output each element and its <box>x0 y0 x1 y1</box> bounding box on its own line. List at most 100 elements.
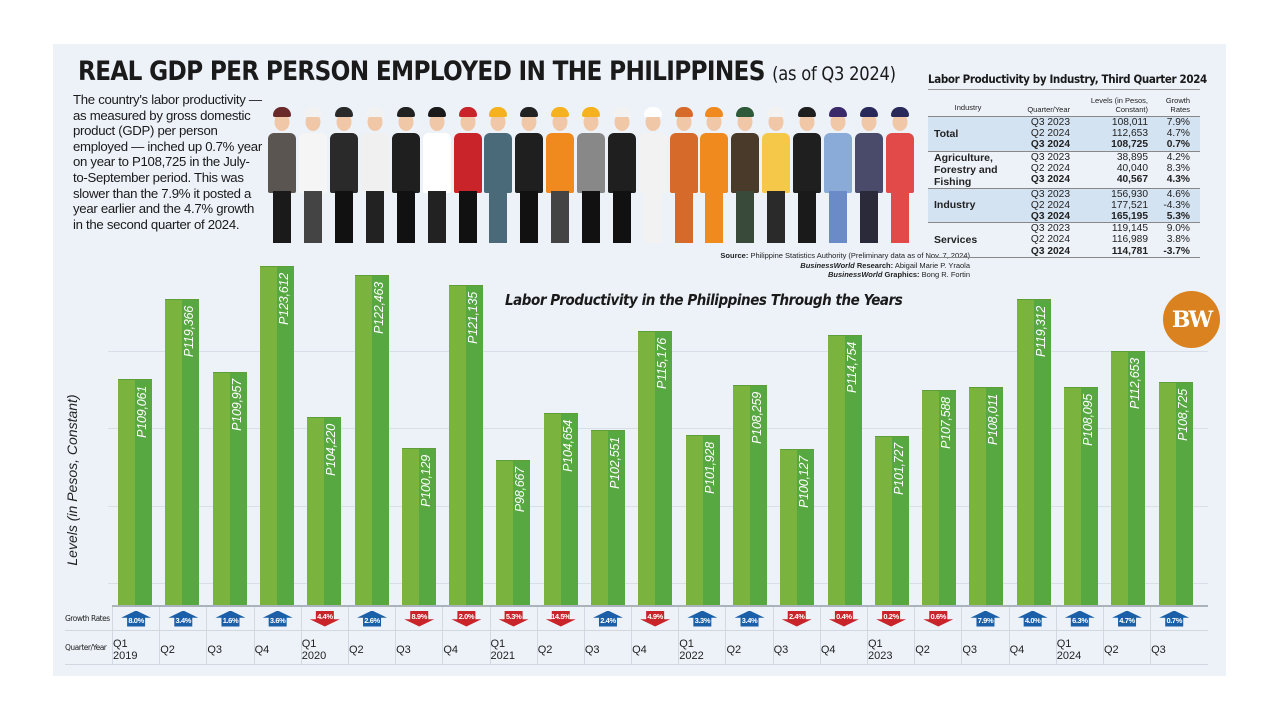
growth-rate-value: 4.4% <box>317 611 333 621</box>
table-cell-growth: 3.8% <box>1166 234 1190 246</box>
bar-value-label: P107,588 <box>939 397 954 450</box>
table-cell-growth: 0.7% <box>1166 139 1190 151</box>
arrow-up-icon: 6.3% <box>1064 610 1095 627</box>
bar-value-label: P122,463 <box>371 281 386 334</box>
industry-group: Agriculture, Forestry and Fishing Q3 2023… <box>928 150 1200 188</box>
table-row: Q3 2023 156,930 4.6% <box>1008 189 1192 200</box>
growth-rate-cell: 0.6% <box>914 607 961 630</box>
bar-value-label: P102,551 <box>608 436 622 489</box>
worker-figure-icon <box>484 103 513 248</box>
growth-rate-value: 4.9% <box>647 611 663 621</box>
quarter-cell: Q1 2022 <box>678 631 725 664</box>
table-row: Q3 2024 165,195 5.3% <box>1008 211 1192 222</box>
bar: P119,312 <box>1016 299 1051 605</box>
table-row: Q3 2023 108,011 7.9% <box>1008 117 1192 128</box>
growth-rate-value: 0.7% <box>1166 615 1182 625</box>
quarter-cell: Q3 <box>961 631 1008 664</box>
worker-figure-icon <box>823 103 852 248</box>
industry-group: Total Q3 2023 108,011 7.9% Q2 2024 112,653 4.7… <box>928 116 1200 151</box>
growth-rate-cell: 0.7% <box>1150 607 1197 630</box>
credits: Source: Philippine Statistics Authority … <box>720 251 970 279</box>
table-cell-quarter: Q3 2023 <box>1030 151 1070 163</box>
growth-rate-value: 1.6% <box>222 615 239 625</box>
bar: P112,653 <box>1111 351 1146 605</box>
growth-rate-cell: 2.6% <box>347 607 395 630</box>
table-cell-level: 156,930 <box>1111 188 1148 200</box>
table-cell-growth: -3.7% <box>1163 245 1190 257</box>
growth-rate-cell: 4.7% <box>1102 607 1150 630</box>
quarter-label: Q1 <box>1056 637 1072 650</box>
industry-table-header: Industry Quarter/Year Levels (in Pesos, … <box>954 96 1190 114</box>
table-cell-level: 108,011 <box>1111 117 1148 128</box>
table-cell-growth: 4.7% <box>1166 128 1190 140</box>
bar-value-label: P109,061 <box>135 386 149 438</box>
bar-value-label: P119,312 <box>1033 306 1048 358</box>
bar-value-label: P100,127 <box>797 455 812 508</box>
worker-figure-icon <box>268 103 297 248</box>
table-cell-growth: 4.2% <box>1166 151 1190 163</box>
table-row: Q3 2023 38,895 4.2% <box>1008 152 1192 163</box>
quarter-cell: Q3 <box>1150 631 1197 664</box>
arrow-up-icon: 7.9% <box>970 610 1001 627</box>
quarter-cell: Q1 2024 <box>1055 631 1103 664</box>
bar: P108,259 <box>732 385 767 605</box>
growth-rate-value: 8.9% <box>411 611 427 621</box>
arrow-down-icon: 8.9% <box>404 610 435 627</box>
table-cell-level: 116,989 <box>1111 234 1148 246</box>
bar: P100,127 <box>780 448 815 605</box>
intro-text: The country's labor productivity — as me… <box>73 92 262 232</box>
growth-rate-value: 3.3% <box>694 615 711 625</box>
growth-rate-cell: 8.9% <box>395 607 442 630</box>
worker-figure-icon <box>515 103 544 248</box>
bar-value-label: P108,011 <box>986 394 1001 446</box>
bar-value-label: P108,095 <box>1081 393 1095 446</box>
table-cell-growth: 7.9% <box>1166 117 1190 128</box>
growth-rate-cell: 8.0% <box>112 607 159 630</box>
arrow-up-icon: 3.4% <box>734 610 765 627</box>
page-subtitle: (as of Q3 2024) <box>772 63 896 85</box>
table-cell-level: 40,567 <box>1116 174 1148 186</box>
quarter-year-row: Quarter/Year Q1 2019 Q2 Q3 Q4 Q1 2020 Q2 Q… <box>65 631 1208 665</box>
bar-value-label: P112,653 <box>1128 358 1143 410</box>
growth-rate-value: 0.4% <box>836 611 852 621</box>
table-cell-level: 38,895 <box>1116 151 1148 163</box>
growth-rate-cell: 14.5% <box>536 607 584 630</box>
quarter-label: Q2 <box>160 643 175 656</box>
growth-rate-value: 6.3% <box>1072 615 1088 625</box>
industry-name: Services <box>934 234 978 247</box>
growth-rate-value: 5.3% <box>505 611 522 621</box>
growth-rate-cell: 1.6% <box>206 607 253 630</box>
worker-figure-icon <box>546 103 575 248</box>
worker-figure-icon <box>638 103 667 248</box>
quarter-cell: Q4 <box>442 631 489 664</box>
quarter-cell: Q2 <box>1102 631 1150 664</box>
quarter-label: Q1 <box>490 637 506 650</box>
industry-group: Services Q3 2023 119,145 9.0% Q2 2024 116,989… <box>928 222 1200 258</box>
arrow-up-icon: 4.0% <box>1017 610 1048 627</box>
table-cell-level: 119,145 <box>1111 223 1148 235</box>
bar: P100,129 <box>401 448 436 605</box>
table-cell-growth: 8.3% <box>1166 162 1190 174</box>
quarter-label: Q3 <box>207 643 223 656</box>
bar: P98,667 <box>496 459 531 605</box>
quarter-label: Q4 <box>820 643 836 656</box>
growth-rate-value: 2.0% <box>458 611 475 621</box>
bar-value-label: P108,259 <box>749 392 764 445</box>
growth-rate-value: 8.0% <box>128 615 144 625</box>
arrow-up-icon: 2.6% <box>357 610 388 627</box>
page-title: REAL GDP PER PERSON EMPLOYED IN THE PHIL… <box>78 56 896 87</box>
bar: P108,011 <box>969 387 1004 605</box>
bar: P109,061 <box>118 379 152 605</box>
worker-figure-icon <box>330 103 359 248</box>
growth-rate-value: 14.5% <box>551 611 571 621</box>
quarter-cell: Q3 <box>395 631 442 664</box>
businessworld-logo: BW <box>1163 291 1220 348</box>
worker-figure-icon <box>607 103 636 248</box>
arrow-down-icon: 0.2% <box>876 610 907 627</box>
chart-title: Labor Productivity in the Philippines Th… <box>505 291 903 309</box>
worker-figure-icon <box>793 103 822 248</box>
table-row: Q3 2024 114,781 -3.7% <box>1008 246 1192 257</box>
year-label: 2024 <box>1056 649 1082 662</box>
bar: P109,957 <box>212 372 247 605</box>
table-cell-growth: 4.3% <box>1166 174 1190 186</box>
